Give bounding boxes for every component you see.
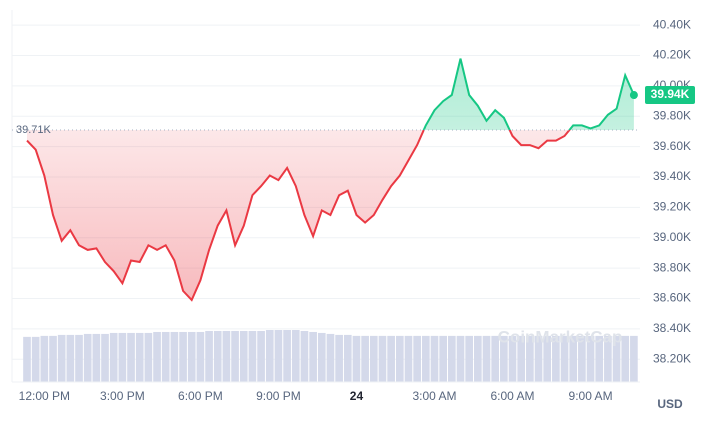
- volume-bar: [430, 335, 439, 382]
- volume-bar: [474, 335, 482, 382]
- volume-bar: [517, 335, 526, 382]
- volume-bar: [135, 332, 144, 382]
- volume-bar: [101, 333, 109, 382]
- volume-bar: [526, 335, 534, 382]
- volume-bar: [586, 335, 595, 382]
- volume-bar: [612, 335, 621, 382]
- volume-bar: [560, 335, 569, 382]
- volume-bar: [309, 331, 317, 382]
- volume-bar: [439, 335, 447, 382]
- x-tick-label: 12:00 PM: [19, 389, 70, 403]
- volume-bar: [248, 330, 257, 382]
- volume-bar: [378, 335, 387, 382]
- volume-bar: [326, 333, 335, 382]
- volume-bar: [109, 332, 118, 382]
- x-tick-label: 24: [350, 389, 364, 403]
- last-point: [629, 91, 638, 100]
- x-tick-label: 3:00 PM: [100, 389, 145, 403]
- volume-bar: [552, 335, 560, 382]
- volume-bar: [23, 336, 31, 382]
- y-tick-label: 38.20K: [653, 351, 691, 365]
- x-tick-label: 6:00 AM: [491, 389, 535, 403]
- volume-bar: [179, 331, 187, 382]
- y-tick-label: 39.20K: [653, 200, 691, 214]
- y-tick-label: 39.00K: [653, 230, 691, 244]
- x-tick-label: 9:00 AM: [569, 389, 613, 403]
- y-tick-label: 38.80K: [653, 260, 691, 274]
- volume-bar: [239, 330, 248, 382]
- volume-bar: [335, 334, 343, 382]
- volume-bar: [395, 335, 404, 382]
- volume-bar: [404, 335, 413, 382]
- volume-bar: [83, 333, 92, 382]
- volume-bar: [508, 335, 517, 382]
- volume-bar: [595, 335, 604, 382]
- baseline-label: 39.71K: [16, 124, 52, 136]
- volume-bar: [144, 332, 153, 382]
- volume-bar: [283, 330, 291, 382]
- y-tick-label: 39.40K: [653, 169, 691, 183]
- volume-bar: [500, 335, 508, 382]
- volume-bar: [300, 330, 309, 382]
- volume-bar: [578, 335, 586, 382]
- volume-bar: [265, 330, 274, 382]
- volume-bar: [447, 335, 456, 382]
- volume-bar: [92, 333, 101, 382]
- volume-bar: [118, 332, 127, 382]
- volume-bar: [205, 330, 213, 382]
- volume-bar: [569, 335, 578, 382]
- volume-bar: [49, 335, 57, 382]
- volume-bar: [413, 335, 421, 382]
- y-tick-label: 40.20K: [653, 48, 691, 62]
- volume-bar: [604, 335, 612, 382]
- x-tick-label: 9:00 PM: [256, 389, 301, 403]
- volume-bar: [57, 334, 66, 382]
- volume-bar: [66, 334, 75, 382]
- x-tick-label: 6:00 PM: [178, 389, 223, 403]
- price-tag: [645, 86, 695, 105]
- volume-bar: [621, 335, 630, 382]
- volume-bar: [491, 335, 500, 382]
- volume-bar: [543, 335, 552, 382]
- volume-bar: [40, 335, 49, 382]
- volume-bar: [534, 335, 543, 382]
- volume-bar: [361, 335, 369, 382]
- volume-bar: [465, 335, 474, 382]
- volume-bar: [352, 335, 361, 382]
- volume-bar: [153, 331, 161, 382]
- volume-bar: [75, 334, 83, 382]
- y-tick-label: 39.80K: [653, 108, 691, 122]
- volume-bar: [387, 335, 395, 382]
- volume-bar: [213, 330, 222, 382]
- volume-bar: [456, 335, 465, 382]
- volume-bar: [343, 334, 352, 382]
- area-down: [27, 129, 570, 300]
- volume-bar: [31, 336, 40, 382]
- volume-bar: [231, 330, 239, 382]
- volume-bar: [630, 335, 638, 382]
- volume-bar: [161, 331, 170, 382]
- volume-bar: [274, 330, 283, 382]
- watermark: CoinMarketCap: [498, 327, 623, 346]
- y-tick-label: 39.60K: [653, 139, 691, 153]
- volume-bar: [257, 330, 265, 382]
- y-tick-label: 40.40K: [653, 17, 691, 31]
- price-line-down: [26, 129, 571, 302]
- price-tag-label: 39.94K: [651, 87, 690, 101]
- currency: USD: [657, 397, 683, 411]
- volume-bar: [291, 330, 300, 382]
- volume-bar: [187, 331, 196, 382]
- volume-bar: [127, 332, 135, 382]
- volume-bar: [369, 335, 378, 382]
- y-tick-label: 38.40K: [653, 321, 691, 335]
- volume-bar: [222, 330, 231, 382]
- volume-bar: [482, 335, 491, 382]
- volume-bar: [170, 331, 179, 382]
- volume-bar: [196, 331, 205, 382]
- x-tick-label: 3:00 AM: [412, 389, 456, 403]
- y-tick-label: 38.60K: [653, 291, 691, 305]
- volume-bar: [317, 332, 326, 382]
- volume-bar: [421, 335, 430, 382]
